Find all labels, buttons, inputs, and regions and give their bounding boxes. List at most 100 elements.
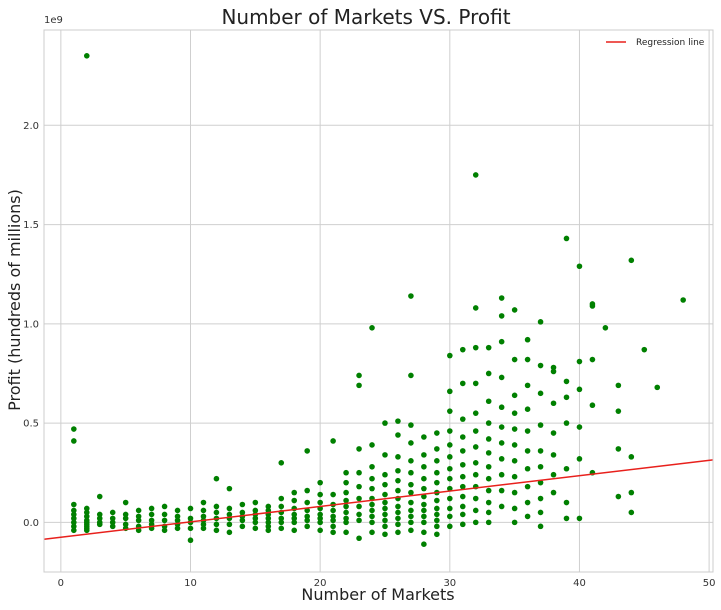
data-point	[96, 515, 103, 522]
data-point	[382, 499, 388, 506]
data-point	[472, 471, 479, 478]
data-point	[511, 505, 518, 512]
data-point	[71, 527, 77, 534]
data-point	[395, 487, 401, 494]
data-point	[550, 452, 557, 458]
data-point	[71, 438, 77, 444]
data-point	[200, 499, 207, 506]
legend-regression-label: Regression line	[636, 38, 705, 48]
data-point	[122, 511, 129, 518]
data-point	[395, 432, 401, 438]
data-point	[226, 521, 233, 528]
data-point	[109, 509, 116, 516]
data-point	[447, 428, 453, 434]
data-point	[563, 394, 570, 401]
data-point	[563, 465, 570, 472]
data-point	[369, 529, 375, 536]
data-point	[447, 442, 453, 448]
data-point	[511, 519, 518, 526]
data-point	[343, 479, 349, 486]
data-point	[576, 515, 583, 522]
data-point	[550, 471, 557, 478]
data-point	[615, 446, 622, 452]
data-point	[395, 515, 401, 522]
data-point	[524, 428, 531, 434]
data-point	[187, 537, 194, 544]
data-point	[550, 364, 557, 371]
data-point	[71, 511, 77, 518]
data-point	[421, 501, 427, 508]
x-tick-label: 40	[573, 578, 586, 589]
data-point	[654, 384, 661, 391]
data-points	[71, 53, 686, 548]
data-point	[524, 513, 531, 520]
data-point	[265, 503, 272, 510]
data-point	[537, 448, 544, 454]
data-point	[421, 529, 427, 536]
data-point	[459, 434, 466, 440]
data-point	[408, 458, 414, 464]
data-point	[434, 430, 440, 436]
data-point	[317, 499, 323, 506]
data-point	[304, 499, 310, 506]
data-point	[213, 527, 220, 534]
data-point	[239, 517, 246, 524]
data-point	[434, 511, 440, 518]
data-point	[239, 509, 246, 516]
data-point	[356, 382, 362, 389]
plot-frame	[43, 29, 714, 573]
data-point	[369, 513, 375, 520]
data-point	[576, 424, 583, 430]
data-point	[330, 507, 336, 514]
x-tick-label: 50	[703, 578, 716, 589]
data-point	[421, 513, 427, 520]
data-point	[524, 483, 531, 490]
data-point	[71, 523, 77, 530]
data-point	[213, 503, 220, 510]
data-point	[447, 505, 453, 512]
data-point	[356, 495, 362, 502]
data-point	[395, 509, 401, 516]
data-point	[343, 503, 349, 510]
data-point	[304, 507, 310, 514]
data-point	[628, 509, 635, 516]
data-point	[252, 515, 259, 522]
data-point	[174, 513, 181, 520]
data-point	[602, 325, 609, 331]
data-point	[395, 418, 401, 424]
data-point	[265, 523, 272, 530]
data-point	[213, 509, 220, 516]
data-point	[550, 368, 557, 375]
data-point	[498, 456, 505, 462]
data-point	[472, 519, 479, 526]
data-point	[382, 452, 388, 458]
data-point	[615, 382, 622, 389]
data-point	[628, 489, 635, 496]
data-point	[524, 499, 531, 506]
data-point	[291, 519, 298, 526]
data-point	[395, 503, 401, 510]
data-point	[330, 491, 336, 498]
data-point	[317, 527, 323, 534]
data-point	[576, 456, 583, 462]
data-point	[356, 446, 362, 452]
data-point	[615, 493, 622, 500]
data-point	[511, 307, 518, 313]
data-point	[369, 325, 375, 331]
data-point	[135, 517, 142, 524]
data-point	[122, 521, 129, 528]
data-point	[96, 511, 103, 518]
data-point	[83, 505, 90, 512]
data-point	[252, 519, 259, 526]
data-point	[71, 501, 77, 508]
data-point	[96, 493, 103, 500]
data-point	[200, 521, 207, 528]
data-point	[239, 523, 246, 530]
data-point	[356, 372, 362, 379]
data-point	[356, 503, 362, 510]
data-point	[498, 374, 505, 381]
data-point	[382, 471, 388, 478]
data-point	[109, 519, 116, 526]
data-point	[369, 442, 375, 448]
data-point	[317, 511, 323, 518]
